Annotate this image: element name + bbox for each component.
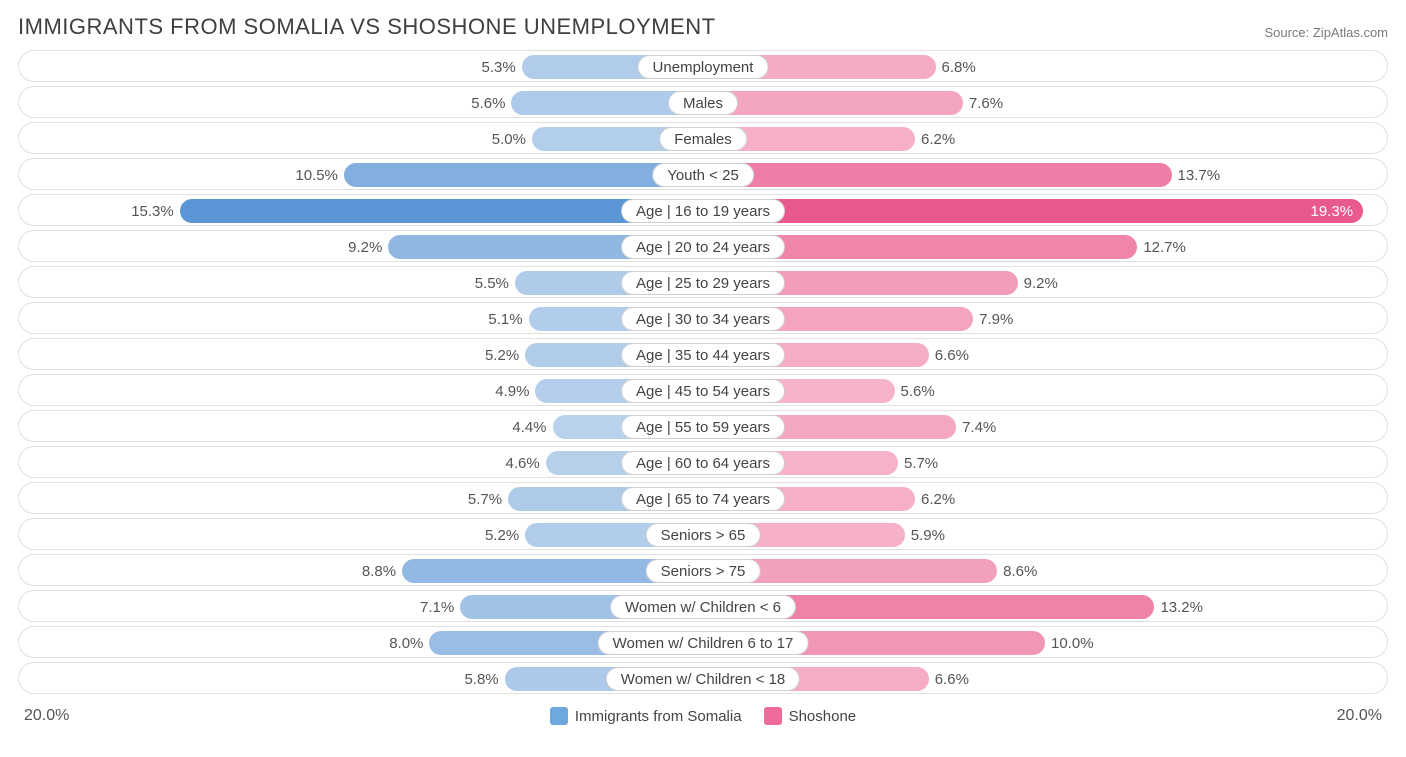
- chart-row: 5.1% 7.9% Age | 30 to 34 years: [18, 302, 1388, 334]
- value-label-right: 6.2%: [915, 483, 955, 515]
- legend-label-left: Immigrants from Somalia: [575, 708, 742, 725]
- header-row: IMMIGRANTS FROM SOMALIA VS SHOSHONE UNEM…: [18, 14, 1388, 40]
- chart-row: 5.0% 6.2% Females: [18, 122, 1388, 154]
- value-label-left: 5.8%: [464, 663, 504, 695]
- category-label: Age | 20 to 24 years: [621, 235, 785, 259]
- value-label-left: 4.4%: [512, 411, 552, 443]
- value-label-left: 5.1%: [488, 303, 528, 335]
- value-label-right: 7.6%: [963, 87, 1003, 119]
- category-label: Seniors > 75: [646, 559, 761, 583]
- bar-right: [703, 163, 1172, 187]
- value-label-left: 4.6%: [505, 447, 545, 479]
- value-label-right: 6.8%: [936, 51, 976, 83]
- value-label-left: 5.7%: [468, 483, 508, 515]
- value-label-right: 10.0%: [1045, 627, 1094, 659]
- chart-row: 15.3% 19.3%Age | 16 to 19 years: [18, 194, 1388, 226]
- legend-swatch-left: [550, 707, 568, 725]
- category-label: Unemployment: [638, 55, 769, 79]
- category-label: Women w/ Children < 18: [606, 667, 800, 691]
- category-label: Age | 60 to 64 years: [621, 451, 785, 475]
- value-label-left: 5.6%: [471, 87, 511, 119]
- value-label-left: 4.9%: [495, 375, 535, 407]
- value-label-right: 13.2%: [1154, 591, 1203, 623]
- value-label-right: 6.2%: [915, 123, 955, 155]
- value-label-right: 6.6%: [929, 339, 969, 371]
- legend-item-left: Immigrants from Somalia: [550, 707, 742, 725]
- category-label: Age | 16 to 19 years: [621, 199, 785, 223]
- value-label-right: 7.9%: [973, 303, 1013, 335]
- chart-row: 8.0% 10.0% Women w/ Children 6 to 17: [18, 626, 1388, 658]
- chart-row: 4.6% 5.7% Age | 60 to 64 years: [18, 446, 1388, 478]
- value-label-right: 8.6%: [997, 555, 1037, 587]
- value-label-right: 5.9%: [905, 519, 945, 551]
- chart-rows-container: 5.3% 6.8% Unemployment 5.6% 7.6% Males 5.0% 6.2…: [18, 50, 1388, 694]
- chart-row: 9.2% 12.7% Age | 20 to 24 years: [18, 230, 1388, 262]
- chart-row: 8.8% 8.6% Seniors > 75: [18, 554, 1388, 586]
- value-label-left: 5.3%: [482, 51, 522, 83]
- chart-footer: 20.0% Immigrants from Somalia Shoshone 2…: [18, 702, 1388, 730]
- legend-item-right: Shoshone: [764, 707, 857, 725]
- legend: Immigrants from Somalia Shoshone: [550, 707, 856, 725]
- value-label-left: 5.5%: [475, 267, 515, 299]
- category-label: Age | 25 to 29 years: [621, 271, 785, 295]
- value-label-left: 5.0%: [492, 123, 532, 155]
- value-label-right: 5.6%: [895, 375, 935, 407]
- category-label: Age | 30 to 34 years: [621, 307, 785, 331]
- value-label-left: 9.2%: [348, 231, 388, 263]
- category-label: Females: [659, 127, 747, 151]
- chart-row: 5.2% 6.6% Age | 35 to 44 years: [18, 338, 1388, 370]
- source-attribution: Source: ZipAtlas.com: [1264, 25, 1388, 40]
- chart-row: 5.8% 6.6% Women w/ Children < 18: [18, 662, 1388, 694]
- chart-row: 5.6% 7.6% Males: [18, 86, 1388, 118]
- axis-max-left: 20.0%: [24, 707, 69, 725]
- value-label-right: 6.6%: [929, 663, 969, 695]
- value-label-right: 13.7%: [1172, 159, 1221, 191]
- chart-row: 7.1% 13.2% Women w/ Children < 6: [18, 590, 1388, 622]
- chart-row: 5.3% 6.8% Unemployment: [18, 50, 1388, 82]
- value-label-left: 8.8%: [362, 555, 402, 587]
- chart-row: 5.7% 6.2% Age | 65 to 74 years: [18, 482, 1388, 514]
- value-label-right: 9.2%: [1018, 267, 1058, 299]
- category-label: Women w/ Children 6 to 17: [598, 631, 809, 655]
- chart-row: 4.9% 5.6% Age | 45 to 54 years: [18, 374, 1388, 406]
- bar-left: [344, 163, 703, 187]
- value-label-right: 12.7%: [1137, 231, 1186, 263]
- value-label-right: 19.3%: [703, 195, 1363, 227]
- chart-row: 5.5% 9.2% Age | 25 to 29 years: [18, 266, 1388, 298]
- chart-row: 5.2% 5.9% Seniors > 65: [18, 518, 1388, 550]
- category-label: Youth < 25: [652, 163, 754, 187]
- diverging-bar-chart: IMMIGRANTS FROM SOMALIA VS SHOSHONE UNEM…: [0, 0, 1406, 742]
- category-label: Age | 45 to 54 years: [621, 379, 785, 403]
- value-label-left: 5.2%: [485, 339, 525, 371]
- value-label-left: 15.3%: [131, 195, 180, 227]
- value-label-right: 5.7%: [898, 447, 938, 479]
- chart-row: 10.5% 13.7% Youth < 25: [18, 158, 1388, 190]
- chart-row: 4.4% 7.4% Age | 55 to 59 years: [18, 410, 1388, 442]
- legend-swatch-right: [764, 707, 782, 725]
- category-label: Seniors > 65: [646, 523, 761, 547]
- value-label-left: 10.5%: [295, 159, 344, 191]
- category-label: Males: [668, 91, 738, 115]
- bar-right: [703, 91, 963, 115]
- category-label: Age | 65 to 74 years: [621, 487, 785, 511]
- value-label-right: 7.4%: [956, 411, 996, 443]
- chart-title: IMMIGRANTS FROM SOMALIA VS SHOSHONE UNEM…: [18, 14, 716, 40]
- axis-max-right: 20.0%: [1337, 707, 1382, 725]
- category-label: Women w/ Children < 6: [610, 595, 796, 619]
- value-label-left: 8.0%: [389, 627, 429, 659]
- value-label-left: 7.1%: [420, 591, 460, 623]
- value-label-left: 5.2%: [485, 519, 525, 551]
- legend-label-right: Shoshone: [789, 708, 857, 725]
- category-label: Age | 55 to 59 years: [621, 415, 785, 439]
- category-label: Age | 35 to 44 years: [621, 343, 785, 367]
